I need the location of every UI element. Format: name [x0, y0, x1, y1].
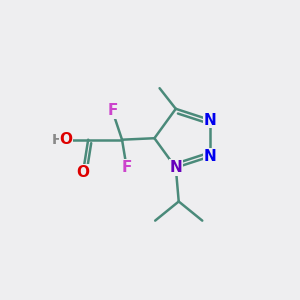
Text: N: N: [169, 160, 182, 175]
Text: N: N: [204, 112, 217, 128]
Text: F: F: [121, 160, 132, 175]
Text: O: O: [60, 132, 73, 147]
Text: H: H: [51, 133, 63, 147]
Text: F: F: [108, 103, 119, 118]
Text: O: O: [76, 165, 89, 180]
Text: N: N: [204, 149, 217, 164]
